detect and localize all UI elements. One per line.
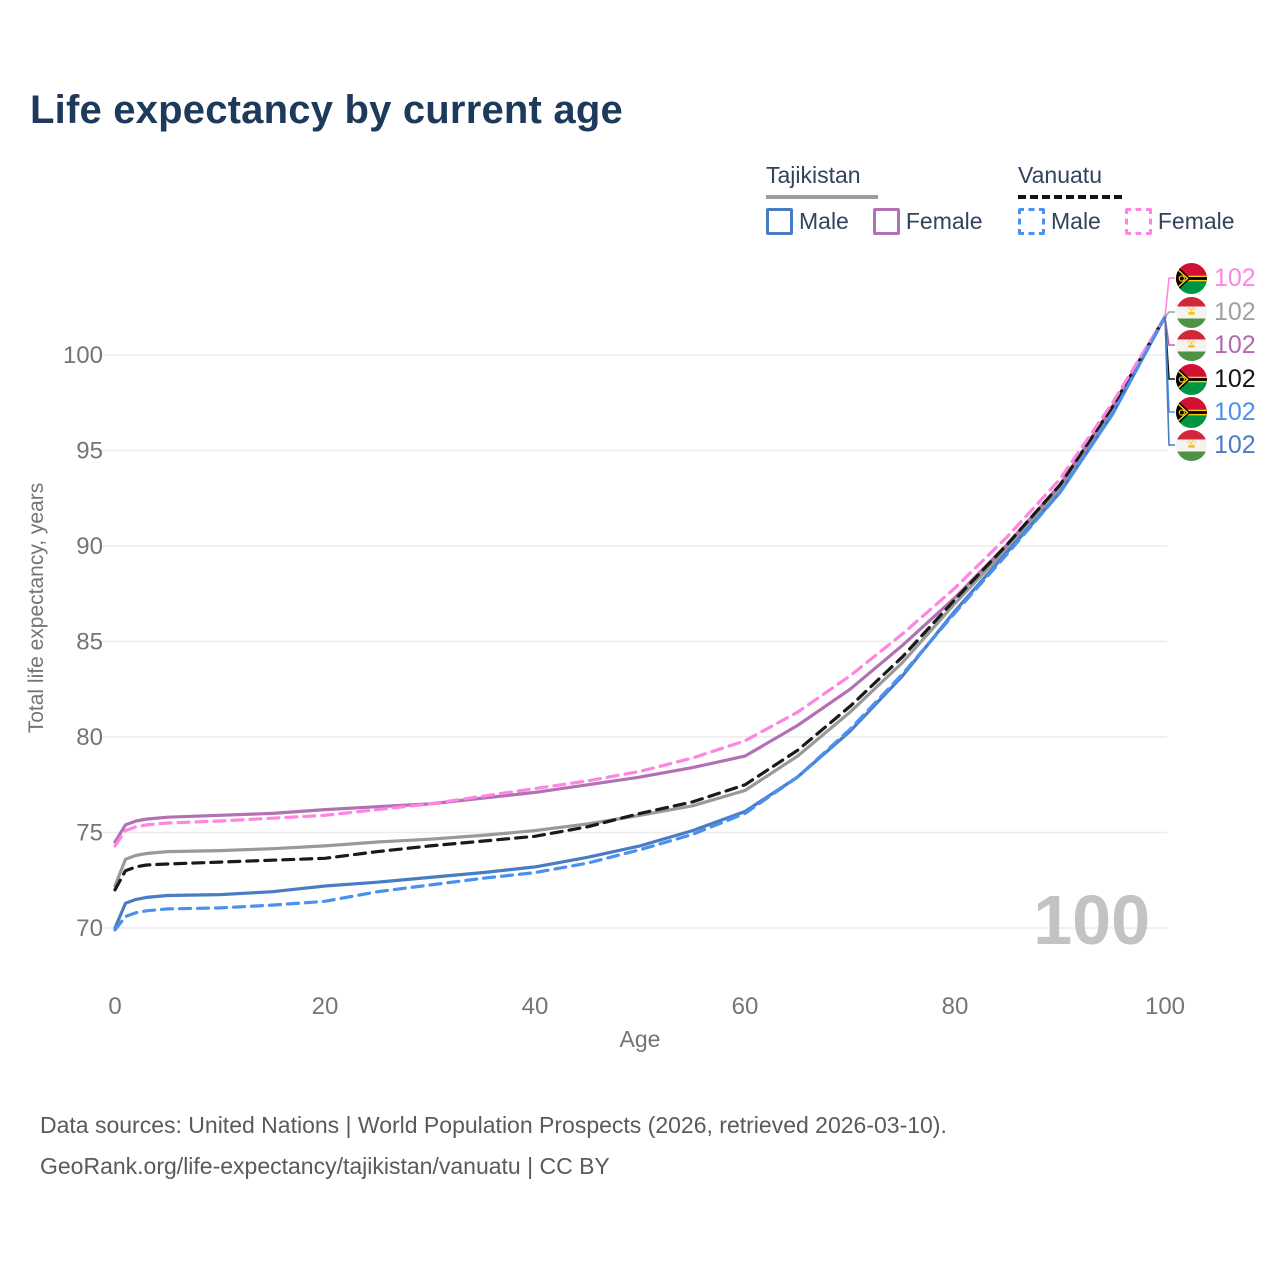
tajikistan-flag-icon [1176, 329, 1207, 361]
legend-line-sample-solid [766, 195, 878, 199]
series-line-vanuatu-female[interactable] [113, 315, 1167, 848]
end-label-tajikistan-overall[interactable]: 102 [1176, 296, 1256, 328]
end-label-tajikistan-female[interactable]: 102 [1176, 329, 1256, 361]
x-tick-40: 40 [522, 993, 549, 1020]
legend-item-tajikistan-male[interactable]: Male [766, 208, 849, 235]
attribution-text: GeoRank.org/life-expectancy/tajikistan/v… [40, 1153, 610, 1179]
end-label-connector [1164, 316, 1175, 446]
legend-line-sample-dashed [1018, 195, 1122, 199]
legend-label: Male [799, 208, 849, 234]
end-label-value: 102 [1214, 364, 1256, 393]
series-line-tajikistan-male[interactable] [113, 315, 1167, 930]
end-label-vanuatu-overall[interactable]: 102 [1176, 363, 1256, 395]
series-line-vanuatu-male[interactable] [113, 315, 1167, 932]
end-label-vanuatu-female[interactable]: 102 [1176, 262, 1256, 294]
end-label-value: 102 [1214, 297, 1256, 326]
end-label-connector [1164, 277, 1175, 318]
tajikistan-flag-icon [1176, 429, 1207, 461]
y-tick-75: 75 [76, 820, 103, 847]
x-tick-60: 60 [732, 993, 759, 1020]
y-tick-80: 80 [76, 724, 103, 751]
end-label-value: 102 [1214, 330, 1256, 359]
x-tick-0: 0 [108, 993, 121, 1020]
legend-swatch-tajikistan-male [766, 208, 793, 235]
legend-label: Female [905, 208, 983, 234]
page-title: Life expectancy by current age [30, 88, 623, 132]
legend-swatch-tajikistan-female [872, 208, 900, 235]
y-tick-100: 100 [63, 342, 103, 369]
series-line-vanuatu-overall[interactable] [113, 315, 1167, 892]
vanuatu-flag-icon [1176, 396, 1207, 428]
x-axis-title: Age [620, 1026, 661, 1052]
end-label-value: 102 [1214, 397, 1256, 426]
vanuatu-flag-icon [1176, 363, 1207, 395]
end-label-vanuatu-male[interactable]: 102 [1176, 396, 1256, 428]
y-axis-title: Total life expectancy, years [25, 483, 48, 734]
end-label-connector [1164, 311, 1175, 318]
end-label-value: 102 [1214, 430, 1256, 459]
y-tick-85: 85 [76, 629, 103, 656]
legend-swatch-vanuatu-male [1018, 208, 1045, 235]
series-line-tajikistan-female[interactable] [113, 315, 1167, 844]
legend-country-tajikistan[interactable]: Tajikistan [766, 162, 861, 188]
end-label-value: 102 [1214, 263, 1256, 292]
series-line-tajikistan-overall[interactable] [113, 315, 1167, 888]
legend-item-vanuatu-female[interactable]: Female [1124, 208, 1235, 235]
age-watermark: 100 [1033, 881, 1150, 959]
data-source-text: Data sources: United Nations | World Pop… [40, 1112, 947, 1138]
legend-group-vanuatu: Vanuatu Male Female [1018, 162, 1251, 235]
legend-label: Female [1157, 208, 1235, 234]
y-tick-90: 90 [76, 533, 103, 560]
legend-items-tajikistan: Male Female [766, 208, 999, 235]
legend-item-vanuatu-male[interactable]: Male [1018, 208, 1101, 235]
legend-label: Male [1051, 208, 1101, 234]
y-tick-95: 95 [76, 438, 103, 465]
x-tick-20: 20 [312, 993, 339, 1020]
legend-country-vanuatu[interactable]: Vanuatu [1018, 162, 1102, 188]
x-tick-80: 80 [942, 993, 969, 1020]
tajikistan-flag-icon [1176, 296, 1207, 328]
legend-items-vanuatu: Male Female [1018, 208, 1251, 235]
legend-swatch-vanuatu-female [1124, 208, 1152, 235]
chart-footer: Data sources: United Nations | World Pop… [40, 1105, 947, 1187]
end-label-tajikistan-male[interactable]: 102 [1176, 429, 1256, 461]
x-tick-100: 100 [1145, 993, 1185, 1020]
vanuatu-flag-icon [1176, 262, 1207, 294]
y-tick-70: 70 [76, 915, 103, 942]
legend-item-tajikistan-female[interactable]: Female [872, 208, 983, 235]
legend-group-tajikistan: Tajikistan Male Female [766, 162, 999, 235]
